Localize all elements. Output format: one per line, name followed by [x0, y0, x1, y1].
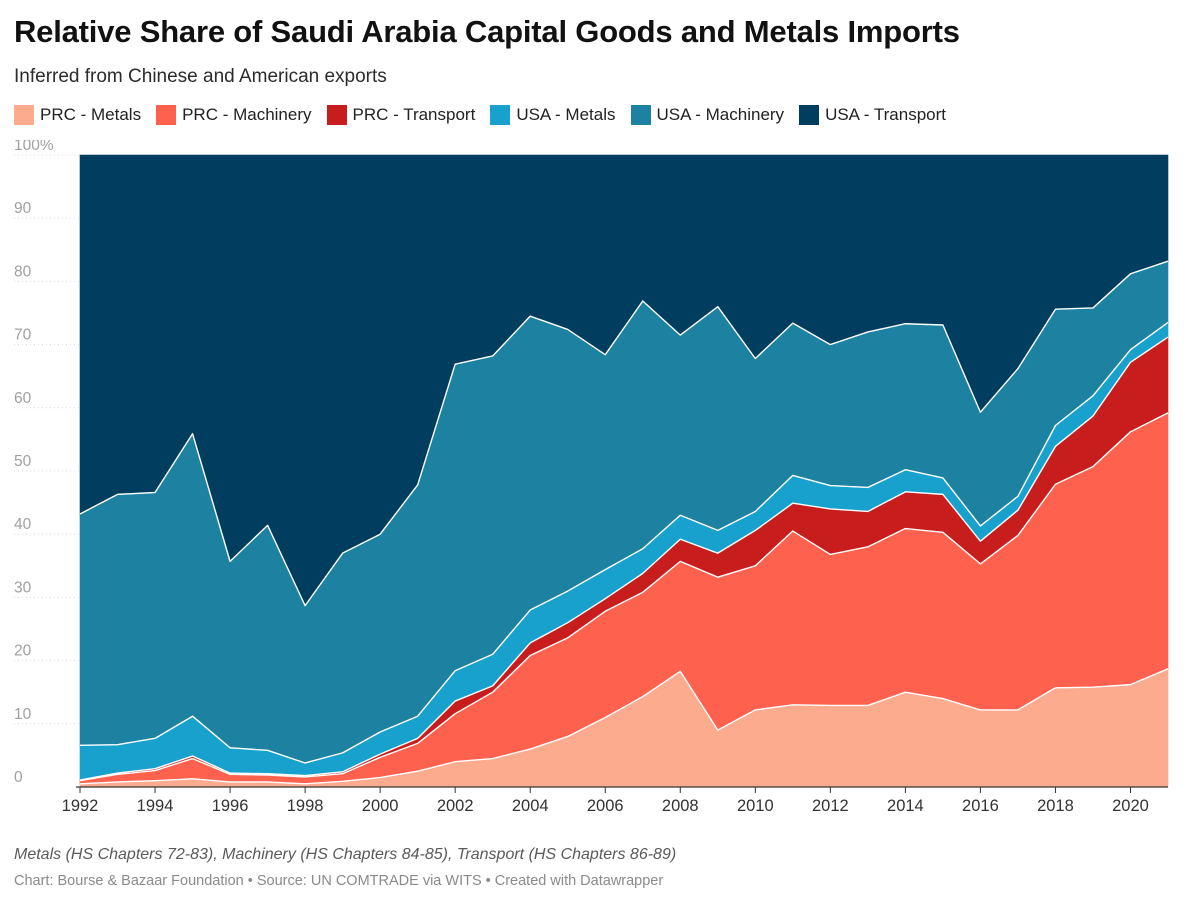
y-tick-label-30: 30 [14, 579, 32, 596]
y-axis-labels: 0 10 20 30 40 50 60 70 80 90 100% [14, 140, 54, 786]
legend-label: USA - Metals [516, 105, 616, 124]
x-tick-label-2010: 2010 [737, 797, 774, 815]
legend-label: USA - Transport [825, 105, 946, 124]
boundary-prc-metals [79, 668, 1169, 785]
y-tick-label-10: 10 [14, 706, 32, 723]
x-tick-label-2018: 2018 [1037, 797, 1074, 815]
x-tick-label-2006: 2006 [587, 797, 624, 815]
chart-title: Relative Share of Saudi Arabia Capital G… [14, 14, 960, 49]
y-tick-label-80: 80 [14, 263, 32, 280]
legend-item-prc-machinery: PRC - Machinery [156, 105, 312, 125]
legend-swatch [156, 105, 177, 125]
chart-subtitle: Inferred from Chinese and American expor… [14, 66, 387, 87]
legend-label: USA - Machinery [656, 105, 785, 124]
y-tick-label-60: 60 [14, 390, 32, 407]
x-tick-label-2004: 2004 [512, 797, 549, 815]
legend-swatch [630, 105, 651, 125]
legend-swatch [326, 105, 347, 125]
x-tick-label-2000: 2000 [362, 797, 399, 815]
stacked-area-chart: 0 10 20 30 40 50 60 70 80 90 100% 1992 1994 1996 1998… [14, 140, 1169, 815]
y-tick-label-100: 100% [14, 140, 54, 154]
y-tick-label-70: 70 [14, 327, 32, 344]
legend-swatch [799, 105, 820, 125]
legend-label: PRC - Machinery [182, 105, 312, 124]
boundary-usa-machinery [79, 260, 1169, 607]
legend-swatch [14, 105, 34, 125]
boundary-prc-transport [79, 336, 1169, 781]
x-tick-label-2014: 2014 [887, 797, 924, 815]
y-tick-label-40: 40 [14, 516, 32, 533]
chart-credit: Chart: Bourse & Bazaar Foundation • Sour… [14, 873, 664, 889]
legend-item-prc-metals: PRC - Metals [14, 105, 141, 125]
x-tick-label-2008: 2008 [662, 797, 699, 815]
x-tick-label-2012: 2012 [812, 797, 849, 815]
x-axis: 1992 1994 1996 1998 2000 2002 2004 2006 2008 2010… [62, 786, 1168, 815]
area-boundaries [79, 260, 1169, 785]
y-tick-label-20: 20 [14, 643, 32, 660]
x-tick-label-1992: 1992 [62, 797, 99, 815]
x-tick-label-2020: 2020 [1112, 797, 1149, 815]
legend-item-prc-transport: PRC - Transport [326, 105, 476, 125]
area-series [79, 154, 1169, 788]
x-tick-label-1996: 1996 [212, 797, 249, 815]
boundary-usa-metals [79, 321, 1169, 764]
y-tick-label-90: 90 [14, 200, 32, 217]
y-tick-label-0: 0 [14, 769, 23, 786]
legend-swatch [490, 105, 511, 125]
x-tick-label-1994: 1994 [137, 797, 174, 815]
legend-label: PRC - Transport [352, 105, 476, 124]
legend-item-usa-machinery: USA - Machinery [630, 105, 785, 125]
chart-legend: PRC - Metals PRC - Machinery PRC - Transpo… [14, 105, 961, 125]
boundary-prc-machinery [79, 412, 1169, 782]
x-tick-label-2016: 2016 [962, 797, 999, 815]
legend-item-usa-transport: USA - Transport [799, 105, 946, 125]
legend-label: PRC - Metals [40, 105, 142, 124]
x-tick-label-1998: 1998 [287, 797, 324, 815]
y-tick-label-50: 50 [14, 453, 32, 470]
x-tick-label-2002: 2002 [437, 797, 474, 815]
legend-item-usa-metals: USA - Metals [490, 105, 616, 125]
chart-notes: Metals (HS Chapters 72-83), Machinery (H… [14, 846, 677, 863]
